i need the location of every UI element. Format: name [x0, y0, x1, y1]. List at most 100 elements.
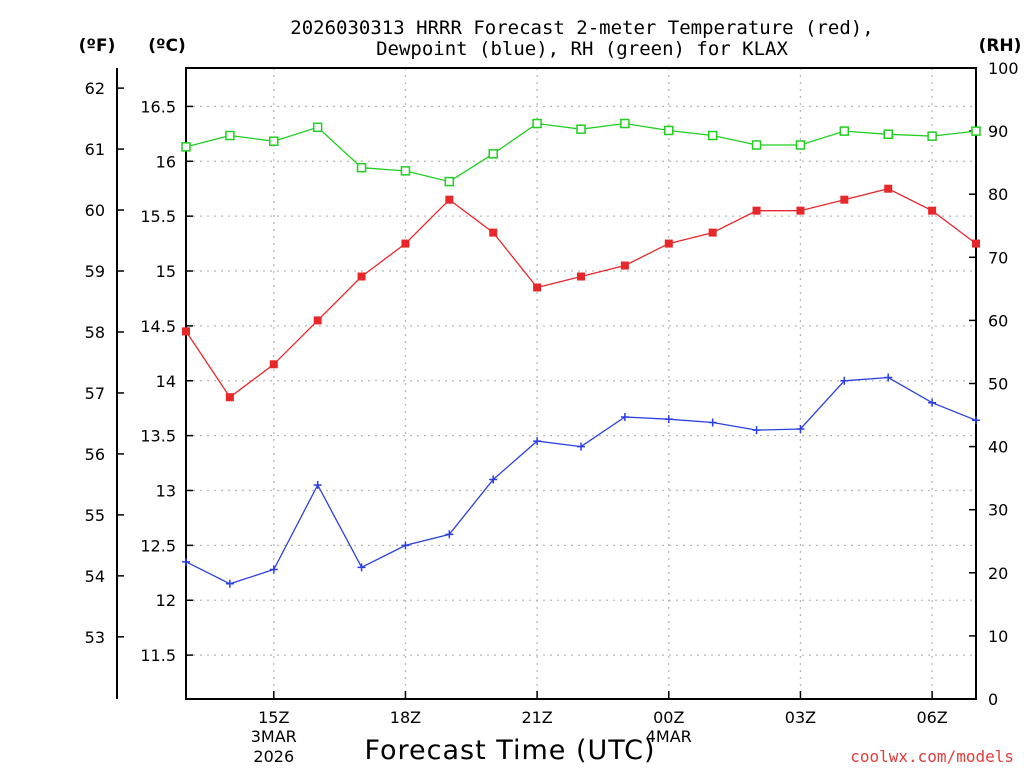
rh-unit-label: (RH) [979, 36, 1022, 56]
dewpoint-point [928, 398, 937, 407]
fahrenheit-tick-label: 60 [85, 201, 105, 220]
rh-point [707, 130, 718, 141]
rh-tick-label: 80 [988, 185, 1008, 204]
dewpoint-point [357, 563, 366, 572]
celsius-tick-label: 15 [156, 262, 176, 281]
rh-point [927, 131, 937, 141]
dewpoint-point [401, 541, 410, 550]
fahrenheit-unit-label: (ºF) [79, 36, 116, 56]
celsius-tick-label: 11.5 [140, 646, 176, 665]
temperature-point [796, 206, 805, 215]
celsius-tick-label: 16.5 [140, 97, 176, 116]
dewpoint-point [533, 437, 542, 446]
rh-tick-label: 50 [988, 375, 1008, 394]
dewpoint-point [577, 442, 585, 451]
temperature-point [489, 228, 498, 237]
fahrenheit-tick-label: 62 [85, 79, 105, 98]
rh-point [181, 142, 191, 152]
rh-point [664, 125, 674, 136]
dewpoint-point [445, 530, 454, 539]
temperature-point [840, 195, 849, 204]
rh-point [225, 130, 235, 141]
x-tick-label: 06Z [916, 708, 947, 727]
rh-point [971, 126, 981, 136]
rh-tick-label: 20 [988, 564, 1008, 583]
fahrenheit-tick-label: 61 [85, 140, 105, 159]
fahrenheit-tick-label: 59 [85, 262, 105, 281]
fahrenheit-tick-label: 54 [85, 567, 105, 586]
rh-point [312, 122, 323, 133]
rh-point [488, 149, 498, 159]
dewpoint-point [840, 376, 849, 385]
data-series [181, 118, 981, 588]
grid-lines [186, 68, 976, 699]
rh-point [400, 166, 411, 176]
rh-point [532, 118, 542, 129]
temperature-line [185, 188, 977, 399]
dewpoint-point [182, 557, 190, 566]
chart-title-line2: Dewpoint (blue), RH (green) for KLAX [376, 38, 788, 60]
axes: 11.5 12 12.5 13 13.5 14 14.5 15 15.5 16 16.5 53 54 55… [85, 59, 1019, 766]
chart-title-line1: 2026030313 HRRR Forecast 2-meter Tempera… [290, 17, 873, 39]
x-tick-label: 15Z [258, 708, 289, 727]
x-tick-label: 03Z [785, 708, 816, 727]
dewpoint-point [796, 425, 805, 434]
dewpoint-point [313, 481, 322, 490]
fahrenheit-tick-label: 55 [85, 506, 105, 525]
rh-point [839, 126, 850, 136]
plot-frame [185, 67, 977, 700]
temperature-point [182, 327, 190, 336]
temperature-point [664, 239, 673, 248]
dewpoint-point [620, 412, 629, 421]
celsius-tick-label: 12.5 [140, 536, 176, 555]
rh-point [883, 129, 893, 140]
dewpoint-line [185, 376, 977, 585]
temperature-point [445, 195, 454, 204]
x-tick-label: 00Z [653, 708, 684, 727]
celsius-tick-label: 14 [156, 372, 176, 391]
rh-tick-label: 0 [988, 690, 998, 709]
rh-point [269, 136, 279, 146]
temperature-point [577, 272, 585, 281]
temperature-point [620, 261, 629, 270]
rh-tick-label: 100 [988, 59, 1019, 78]
rh-tick-label: 40 [988, 438, 1008, 457]
x-tick-date-label: 3MAR [251, 727, 297, 746]
temperature-point [313, 316, 322, 325]
rh-point [356, 162, 367, 173]
fahrenheit-tick-label: 57 [85, 384, 105, 403]
x-tick-date-label: 4MAR [646, 727, 692, 746]
rh-tick-label: 30 [988, 501, 1008, 520]
temperature-point [225, 393, 234, 402]
dewpoint-point [708, 418, 717, 427]
dewpoint-point [489, 475, 498, 484]
temperature-point [269, 360, 278, 369]
celsius-tick-label: 15.5 [140, 207, 176, 226]
rh-tick-label: 60 [988, 311, 1008, 330]
temperature-point [401, 239, 410, 248]
rh-point [620, 118, 630, 129]
dewpoint-point [269, 565, 278, 574]
rh-tick-label: 10 [988, 627, 1008, 646]
x-axis-label: Forecast Time (UTC) [364, 735, 655, 766]
fahrenheit-tick-label: 58 [85, 323, 105, 342]
celsius-tick-label: 16 [156, 152, 176, 171]
dewpoint-point [225, 579, 234, 588]
rh-tick-label: 70 [988, 248, 1008, 267]
rh-point [751, 140, 762, 150]
dewpoint-point [664, 415, 673, 424]
celsius-tick-label: 12 [156, 591, 176, 610]
celsius-tick-label: 14.5 [140, 317, 176, 336]
dewpoint-point [972, 416, 980, 425]
credit-text: coolwx.com/models [850, 747, 1014, 766]
celsius-tick-label: 13.5 [140, 427, 176, 446]
temperature-point [708, 228, 717, 237]
rh-point [444, 176, 455, 187]
dewpoint-point [752, 426, 761, 435]
temperature-point [884, 184, 893, 193]
x-tick-label: 21Z [521, 708, 552, 727]
fahrenheit-tick-label: 53 [85, 628, 105, 647]
celsius-unit-label: (ºC) [148, 36, 186, 56]
temperature-point [533, 283, 542, 292]
